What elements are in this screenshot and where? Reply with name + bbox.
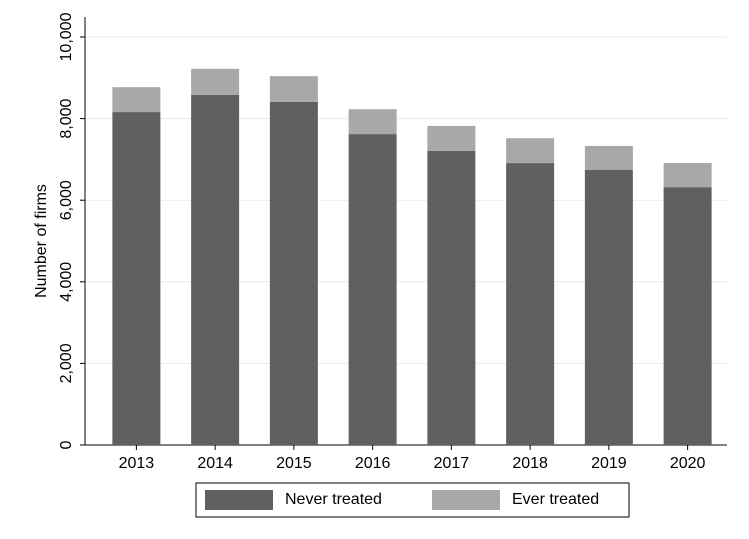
x-tick-label: 2015 [276, 455, 312, 472]
bar-segment [348, 109, 397, 135]
legend-label: Never treated [285, 491, 382, 508]
bar-segment [112, 87, 161, 113]
bar-segment [191, 68, 240, 95]
bar-segment [427, 125, 476, 151]
x-tick-label: 2019 [591, 455, 627, 472]
y-tick-label: 10,000 [58, 12, 75, 61]
bar-segment [663, 163, 712, 188]
x-tick-label: 2018 [512, 455, 548, 472]
bar-segment [191, 94, 240, 445]
bar-segment [427, 150, 476, 445]
y-tick-label: 2,000 [58, 343, 75, 383]
bar-segment [584, 170, 633, 445]
y-tick-label: 4,000 [58, 262, 75, 302]
bar-segment [269, 101, 318, 445]
legend-swatch [205, 490, 273, 510]
y-tick-label: 8,000 [58, 98, 75, 138]
bar-segment [348, 134, 397, 445]
bar-segment [584, 145, 633, 171]
x-tick-label: 2016 [355, 455, 391, 472]
legend-swatch [432, 490, 500, 510]
bar-segment [112, 112, 161, 446]
y-axis-title: Number of firms [33, 184, 50, 298]
legend-label: Ever treated [512, 491, 599, 508]
bar-segment [663, 187, 712, 446]
bar-segment [506, 163, 555, 445]
bar-segment [269, 76, 318, 102]
x-tick-label: 2014 [197, 455, 233, 472]
bar-segment [506, 138, 555, 164]
x-tick-label: 2017 [434, 455, 470, 472]
y-tick-label: 6,000 [58, 180, 75, 220]
y-tick-label: 0 [58, 440, 75, 449]
x-tick-label: 2013 [119, 455, 155, 472]
x-tick-label: 2020 [670, 455, 706, 472]
